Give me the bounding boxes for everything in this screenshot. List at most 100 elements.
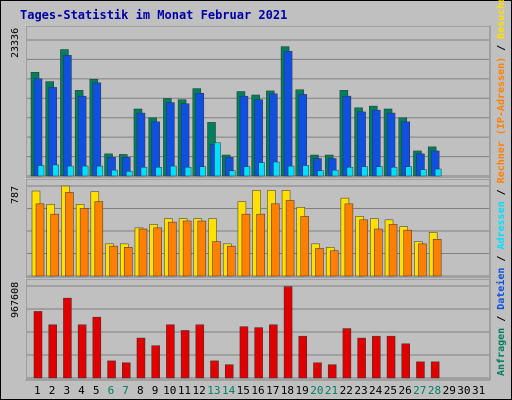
legend-item-3: / [496,250,507,268]
bar-dateien-day-23 [357,111,366,177]
bar-kb-f-day-10 [166,324,175,379]
bar-kb-f-day-18 [283,286,293,379]
bar-kb-f-day-16 [254,327,263,379]
bar-adressen-day-11 [184,167,192,177]
bar-adressen-day-7 [126,171,133,177]
bar-rechner-ip-adressen--day-12 [197,220,207,277]
x-label-day-30: 30 [457,384,470,397]
bar-kb-f-day-13 [210,360,219,379]
x-label-day-13: 13 [207,384,220,397]
bar-dateien-day-8 [136,112,146,177]
bar-rechner-ip-adressen--day-14 [226,245,236,277]
x-label-day-24: 24 [369,384,383,397]
bar-dateien-day-3 [63,55,72,177]
bar-kb-f-day-11 [180,330,190,379]
x-label-day-9: 9 [152,384,159,397]
bar-rechner-ip-adressen--day-20 [315,248,324,277]
bar-rechner-ip-adressen--day-1 [35,203,45,277]
bar-dateien-day-22 [342,95,352,177]
bar-rechner-ip-adressen--day-19 [300,216,310,277]
bar-kb-f-day-15 [239,326,249,379]
requests-bars [30,46,442,177]
bar-adressen-day-15 [243,166,251,177]
bar-rechner-ip-adressen--day-13 [212,241,221,277]
bar-dateien-day-18 [283,51,293,177]
bar-adressen-day-23 [361,166,368,177]
bar-adressen-day-26 [405,166,412,177]
requests-panel: 23336 [10,25,491,179]
legend-item-1: / [496,310,507,328]
bar-adressen-day-2 [52,164,59,177]
bar-rechner-ip-adressen--day-18 [285,200,295,277]
bar-kb-f-day-17 [269,324,278,379]
bar-adressen-day-22 [346,167,354,177]
bar-kb-f-day-2 [48,324,57,379]
kbytes-ymax-label: 967608 [10,282,21,318]
bar-rechner-ip-adressen--day-5 [94,201,104,277]
bar-kb-f-day-5 [92,316,102,379]
bar-kb-f-day-25 [386,335,396,379]
x-label-day-4: 4 [78,384,85,397]
bar-adressen-day-4 [81,165,89,177]
bar-adressen-day-18 [287,165,295,177]
legend-item-8: Besuche [496,0,507,39]
bar-kb-f-day-22 [342,328,352,379]
bar-adressen-day-25 [390,167,398,177]
bar-rechner-ip-adressen--day-24 [374,228,383,277]
bar-rechner-ip-adressen--day-25 [388,224,398,277]
visits-bars [31,185,442,277]
x-label-day-16: 16 [251,384,264,397]
bar-dateien-day-1 [33,78,43,177]
bar-kb-f-day-6 [107,360,116,379]
bar-dateien-day-5 [92,82,102,177]
bar-dateien-day-11 [180,103,190,177]
x-label-day-10: 10 [163,384,176,397]
x-axis-day-labels: 1 2 3 4 5 6 7 8 9 10 11 12 13 14 15 16 17 18 19 20 21 22 23 24 2… [34,384,485,397]
bar-rechner-ip-adressen--day-27 [418,243,427,277]
bar-rechner-ip-adressen--day-7 [124,247,133,277]
bar-adressen-day-17 [273,161,280,177]
bar-rechner-ip-adressen--day-22 [344,203,354,277]
bar-kb-f-day-4 [77,324,87,379]
bar-rechner-ip-adressen--day-11 [182,220,192,277]
bar-adressen-day-24 [376,166,383,177]
x-label-day-17: 17 [266,384,279,397]
bar-adressen-day-6 [111,169,118,177]
bar-kb-f-day-19 [298,335,308,379]
bar-dateien-day-2 [48,87,57,177]
bar-adressen-day-21 [331,169,339,177]
bar-kb-f-day-28 [430,361,440,379]
bar-adressen-day-14 [228,170,236,177]
bar-rechner-ip-adressen--day-9 [153,227,162,277]
bar-adressen-day-27 [420,169,427,177]
legend-item-0: Anfragen [496,328,507,376]
bar-rechner-ip-adressen--day-28 [432,239,442,277]
x-label-day-31: 31 [472,384,485,397]
x-label-day-11: 11 [178,384,191,397]
x-label-day-2: 2 [49,384,56,397]
x-label-day-23: 23 [354,384,367,397]
bar-rechner-ip-adressen--day-17 [271,203,280,277]
bar-kb-f-day-3 [63,297,72,379]
kbytes-panel: 967608 [10,278,491,381]
x-label-day-27: 27 [413,384,426,397]
legend-item-4: Adressen [496,201,507,249]
bar-adressen-day-16 [258,162,265,177]
bar-adressen-day-28 [434,168,442,177]
x-label-day-18: 18 [281,384,294,397]
x-label-day-5: 5 [93,384,100,397]
bar-rechner-ip-adressen--day-4 [79,208,89,277]
kbytes-bars [33,286,440,379]
legend-item-5: / [496,183,507,201]
bar-kb-f-day-24 [372,335,381,379]
x-label-day-21: 21 [325,384,338,397]
chart-title: Tages-Statistik im Monat Februar 2021 [20,8,287,22]
x-label-day-3: 3 [63,384,70,397]
bar-kb-f-day-9 [151,345,160,379]
bar-adressen-day-19 [302,165,310,177]
x-label-day-15: 15 [237,384,250,397]
bar-dateien-day-10 [166,102,175,177]
bar-rechner-ip-adressen--day-23 [359,219,368,277]
legend-item-6: Rechner (IP-Adressen) [496,57,507,183]
